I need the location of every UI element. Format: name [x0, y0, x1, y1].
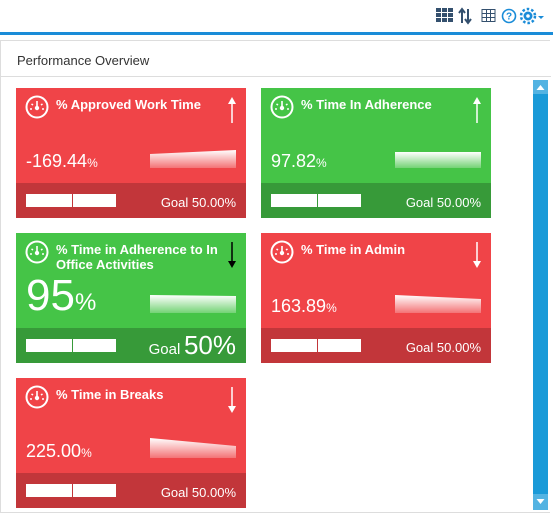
goal-label: Goal	[160, 195, 189, 210]
gauge-icon	[270, 240, 294, 269]
tile-footer: Goal 50%	[16, 328, 246, 363]
toolbar: ?	[0, 0, 553, 32]
tile-footer: Goal 50.00%	[16, 473, 246, 508]
kpi-tile[interactable]: % Approved Work Time -169.44% Goal 50.00%	[16, 88, 246, 218]
value-block: -169.44%	[26, 151, 98, 172]
panel-rule	[1, 76, 551, 77]
kpi-value: 225.00	[26, 441, 82, 461]
tile-footer: Goal 50.00%	[261, 183, 491, 218]
goal-value: 50.00%	[191, 485, 236, 500]
kpi-tile[interactable]: % Time in Admin 163.89% Goal 50.00%	[261, 233, 491, 363]
trend-arrow	[227, 386, 237, 419]
value-block: 163.89%	[271, 296, 337, 317]
progress-bar	[271, 192, 361, 209]
tile-footer: Goal 50.00%	[261, 328, 491, 363]
progress-divider	[72, 192, 73, 209]
tile-title: % Time in Breaks	[56, 387, 164, 402]
progress-bar	[271, 337, 361, 354]
kpi-unit: %	[81, 446, 92, 460]
sparkline	[150, 148, 236, 175]
goal-label: Goal	[148, 341, 181, 358]
kpi-unit: %	[87, 156, 98, 170]
kpi-value: 163.89	[271, 296, 327, 316]
sparkline	[150, 293, 236, 320]
kpi-value: -169.44	[26, 151, 88, 171]
goal-value: 50.00%	[191, 195, 236, 210]
scrollbar[interactable]	[533, 80, 548, 510]
goal-block: Goal 50.00%	[161, 195, 236, 210]
gauge-icon	[25, 240, 49, 269]
svg-text:?: ?	[506, 12, 512, 23]
progress-bar	[26, 337, 116, 354]
value-block: 97.82%	[271, 151, 327, 172]
toolbar-icons[interactable]: ?	[436, 7, 548, 25]
divider	[0, 32, 553, 35]
value-block: 95%	[26, 271, 96, 321]
goal-value: 50%	[183, 330, 236, 360]
kpi-tile[interactable]: % Time in Adherence to In Office Activit…	[16, 233, 246, 363]
progress-divider	[317, 192, 318, 209]
kpi-tile[interactable]: % Time in Breaks 225.00% Goal 50.00%	[16, 378, 246, 508]
kpi-unit: %	[74, 289, 97, 316]
trend-arrow	[472, 96, 482, 129]
trend-arrow	[227, 96, 237, 129]
tile-title: % Time in Adherence to In Office Activit…	[56, 242, 218, 272]
tile-title: % Time In Adherence	[301, 97, 432, 112]
kpi-unit: %	[326, 301, 337, 315]
sparkline	[395, 148, 481, 175]
goal-value: 50.00%	[436, 195, 481, 210]
tile-title: % Approved Work Time	[56, 97, 201, 112]
progress-bar	[26, 192, 116, 209]
goal-block: Goal 50.00%	[161, 485, 236, 500]
trend-arrow	[227, 241, 237, 274]
goal-label: Goal	[160, 485, 189, 500]
gauge-icon	[270, 95, 294, 124]
kpi-value: 97.82	[271, 151, 317, 171]
progress-divider	[317, 337, 318, 354]
goal-label: Goal	[405, 195, 434, 210]
progress-divider	[72, 337, 73, 354]
sparkline	[395, 293, 481, 320]
gauge-icon	[25, 385, 49, 414]
gauge-icon	[25, 95, 49, 124]
tile-title: % Time in Admin	[301, 242, 406, 257]
sparkline	[150, 438, 236, 465]
trend-arrow	[472, 241, 482, 274]
scroll-arrows[interactable]	[533, 80, 548, 510]
kpi-tile[interactable]: % Time In Adherence 97.82% Goal 50.00%	[261, 88, 491, 218]
value-block: 225.00%	[26, 441, 92, 462]
kpi-value: 95	[26, 271, 75, 320]
goal-block: Goal 50%	[149, 330, 236, 361]
progress-divider	[72, 482, 73, 499]
goal-label: Goal	[405, 340, 434, 355]
goal-block: Goal 50.00%	[406, 195, 481, 210]
panel-title: Performance Overview	[17, 53, 150, 68]
goal-block: Goal 50.00%	[406, 340, 481, 355]
goal-value: 50.00%	[436, 340, 481, 355]
progress-bar	[26, 482, 116, 499]
tile-footer: Goal 50.00%	[16, 183, 246, 218]
kpi-unit: %	[316, 156, 327, 170]
